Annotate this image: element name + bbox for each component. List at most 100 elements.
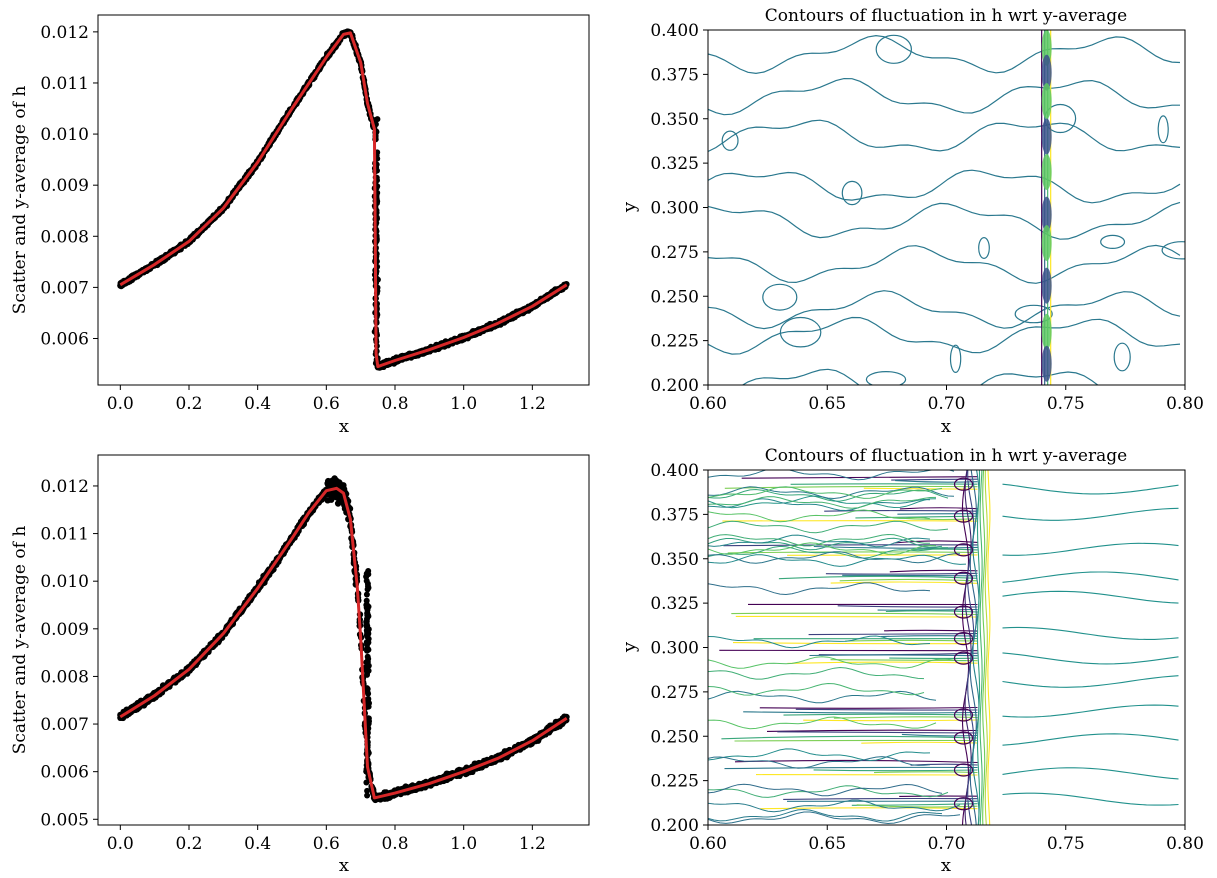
y-tick-label: 0.007 xyxy=(40,715,89,735)
contour-line xyxy=(708,811,961,825)
shock-contour xyxy=(979,470,983,825)
y-tick-label: 0.225 xyxy=(650,772,699,792)
x-tick-label: 0.60 xyxy=(689,394,727,414)
contour-line xyxy=(708,534,931,548)
y-tick-label: 0.006 xyxy=(40,763,89,783)
contour-line xyxy=(1002,704,1179,718)
scatter-point xyxy=(363,618,370,625)
streak-contour xyxy=(877,608,978,611)
streak-contour xyxy=(724,766,978,770)
contour-line xyxy=(708,34,1181,75)
streak-contour xyxy=(884,629,978,632)
contour-line xyxy=(708,486,943,499)
y-tick-label: 0.300 xyxy=(650,199,699,219)
shock-contour xyxy=(976,470,981,825)
contour-line xyxy=(708,244,1181,284)
contour-loop xyxy=(875,34,913,64)
streak-contour xyxy=(842,574,978,577)
axis-ticks: 0.0 0.2 0.4 0.6 0.8 1.0 1.2 0.005 0.006 0.007 0.00… xyxy=(40,477,546,854)
x-axis-label: x xyxy=(941,855,951,876)
streak-contour xyxy=(723,544,978,547)
y-axis-label: Scatter and y-average of h xyxy=(10,526,30,755)
x-tick-label: 1.2 xyxy=(519,394,546,414)
shock-contour xyxy=(987,470,991,825)
shock-contour xyxy=(982,470,986,825)
y-tick-label: 0.275 xyxy=(650,683,699,703)
scatter-point xyxy=(363,639,370,646)
y-tick-label: 0.275 xyxy=(650,243,699,263)
streak-contour xyxy=(893,540,978,544)
x-tick-label: 0.2 xyxy=(175,834,202,854)
contour-loop xyxy=(1100,234,1126,249)
scatter-point xyxy=(332,478,340,486)
contour-line xyxy=(1002,626,1179,640)
streak-contour xyxy=(897,513,978,515)
y-tick-label: 0.325 xyxy=(650,154,699,174)
shock-blob xyxy=(1041,345,1052,382)
scatter-point xyxy=(364,792,371,799)
x-tick-label: 0.4 xyxy=(244,394,271,414)
streak-contour xyxy=(855,515,978,519)
shock-blob xyxy=(1041,225,1052,261)
streak-contour xyxy=(880,635,978,638)
x-tick-label: 0.60 xyxy=(689,834,727,854)
x-tick-label: 0.65 xyxy=(808,834,846,854)
x-tick-label: 0.2 xyxy=(175,394,202,414)
scatter-point xyxy=(365,667,372,674)
streak-contour xyxy=(813,769,978,772)
y-tick-label: 0.375 xyxy=(650,505,699,525)
contour-panel-top-right: Contours of fluctuation in h wrt y-avera… xyxy=(619,6,1204,437)
contour-loop xyxy=(953,763,974,777)
contour-line xyxy=(708,470,955,481)
streak-contour xyxy=(783,797,978,800)
x-tick-label: 0.70 xyxy=(928,394,966,414)
contour-loop xyxy=(953,477,974,491)
x-tick-label: 0.8 xyxy=(381,394,408,414)
contour-lines xyxy=(708,470,1179,825)
y-tick-label: 0.012 xyxy=(40,477,89,497)
plot-marks xyxy=(117,475,570,804)
contour-line xyxy=(708,119,1181,153)
y-tick-label: 0.005 xyxy=(40,810,89,830)
scatter-point xyxy=(334,494,342,502)
scatter-panel-top-left: 0.0 0.2 0.4 0.6 0.8 1.0 1.2 0.006 0.007 0.008 0.00… xyxy=(10,14,590,437)
contour-loop xyxy=(949,344,962,373)
x-tick-label: 0.8 xyxy=(381,834,408,854)
contour-loop xyxy=(953,708,974,722)
shock-blob xyxy=(1041,154,1052,190)
streak-contour xyxy=(863,487,978,490)
streak-contour xyxy=(891,478,978,481)
y-tick-label: 0.008 xyxy=(40,667,89,687)
contour-line xyxy=(1002,767,1179,780)
contour-loop xyxy=(953,651,974,665)
scatter-point xyxy=(364,629,371,636)
contour-line xyxy=(708,682,925,696)
plot-frame xyxy=(97,14,590,386)
scatter-point xyxy=(363,591,370,598)
streak-contour xyxy=(732,642,978,645)
contour-loop xyxy=(762,283,798,311)
contour-line xyxy=(1002,652,1179,665)
x-axis-label: x xyxy=(339,855,349,876)
contour-line xyxy=(708,799,961,813)
streak-contour xyxy=(731,612,978,616)
scatter-point xyxy=(365,571,372,578)
contour-line xyxy=(708,554,967,567)
shock-contour xyxy=(984,470,988,825)
y-tick-label: 0.400 xyxy=(650,21,699,41)
contour-line xyxy=(708,488,949,502)
contour-line xyxy=(708,169,1181,204)
contour-loop xyxy=(953,571,974,585)
contour-line xyxy=(1002,571,1179,583)
scatter-point xyxy=(364,647,370,654)
contour-line xyxy=(1002,483,1179,495)
plot-marks xyxy=(117,28,570,371)
y-tick-label: 0.350 xyxy=(650,550,699,570)
shock-blob xyxy=(1041,267,1052,304)
y-tick-label: 0.006 xyxy=(40,329,89,349)
x-tick-label: 1.0 xyxy=(450,394,477,414)
y-tick-label: 0.200 xyxy=(650,376,699,396)
shock-contour xyxy=(961,470,970,825)
streak-contour xyxy=(833,716,978,719)
